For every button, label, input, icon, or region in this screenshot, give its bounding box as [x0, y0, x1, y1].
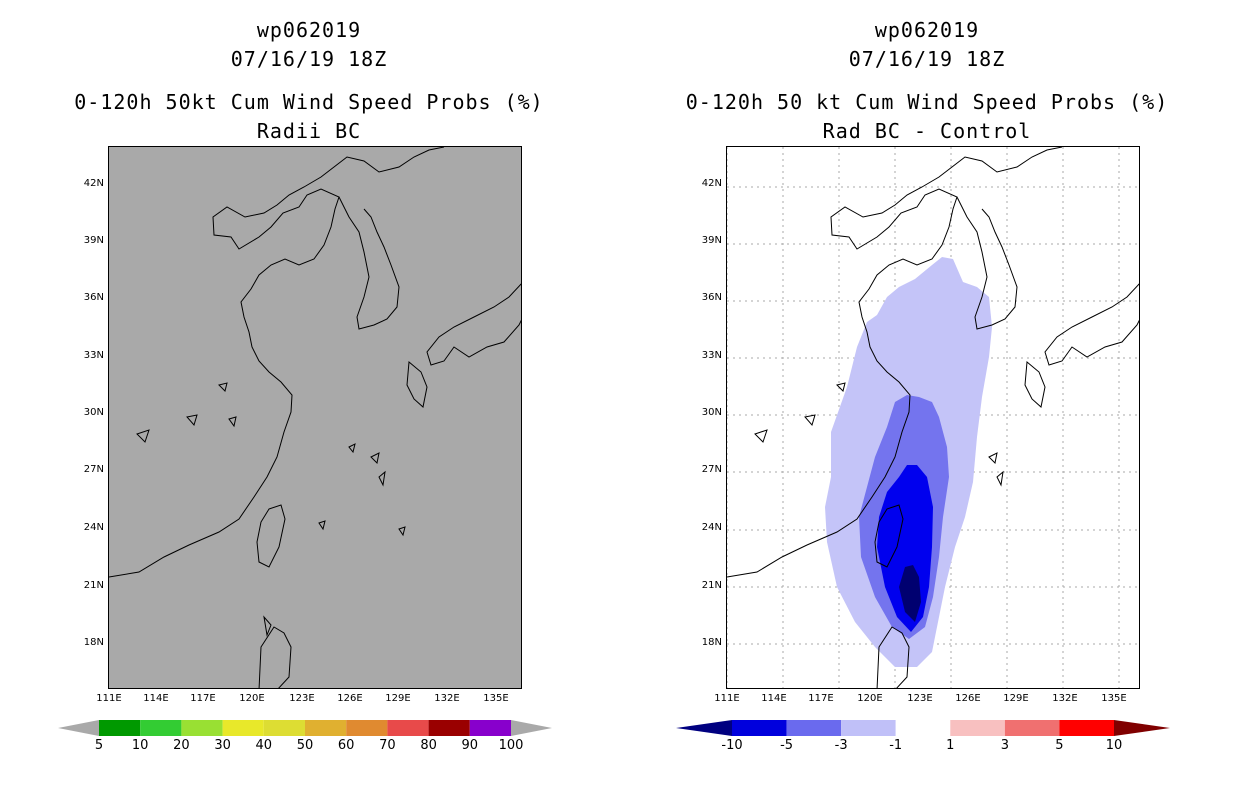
- lon-label: 117E: [190, 693, 216, 704]
- probability-colorbar: [58, 720, 552, 736]
- colorbar-label: 50: [296, 738, 314, 753]
- colorbar-segment: [387, 720, 429, 736]
- colorbar-segment: [950, 720, 1005, 736]
- colorbar-label: 3: [1000, 738, 1009, 753]
- lon-label: 114E: [761, 693, 787, 704]
- colorbar-segment: [1004, 720, 1060, 736]
- colorbar-segment: [99, 720, 141, 736]
- colorbar-segment: [346, 720, 388, 736]
- lon-label: 123E: [289, 693, 315, 704]
- product-title: 0-120h 50 kt Cum Wind Speed Probs (%): [685, 90, 1169, 114]
- difference-colorbar: [676, 720, 1170, 736]
- colorbar-label: 5: [1055, 738, 1064, 753]
- lat-label: 27N: [701, 464, 722, 475]
- lat-label: 42N: [701, 178, 722, 189]
- colorbar-end-triangle: [676, 720, 732, 736]
- colorbar-segment: [428, 720, 470, 736]
- product-title: 0-120h 50kt Cum Wind Speed Probs (%): [74, 90, 544, 114]
- storm-id-title: wp062019: [256, 18, 362, 42]
- colorbar-end-triangle: [511, 720, 552, 736]
- lat-label: 30N: [83, 407, 104, 418]
- lat-label: 27N: [83, 464, 104, 475]
- lon-label: 126E: [337, 693, 363, 704]
- lat-label: 18N: [83, 637, 104, 648]
- lon-label: 129E: [385, 693, 411, 704]
- colorbar-label: 20: [173, 738, 190, 753]
- lat-label: 21N: [701, 580, 722, 591]
- lon-label: 117E: [808, 693, 834, 704]
- colorbar-label: 10: [1105, 738, 1123, 753]
- colorbar-label: 5: [94, 738, 104, 753]
- colorbar-label: 100: [498, 738, 524, 753]
- lon-label: 114E: [143, 693, 169, 704]
- lon-label: 123E: [907, 693, 933, 704]
- probability-map: [108, 146, 522, 689]
- storm-id-title: wp062019: [874, 18, 980, 42]
- lat-label: 18N: [701, 637, 722, 648]
- lat-label: 24N: [83, 522, 104, 533]
- colorbar-segment: [140, 720, 182, 736]
- colorbar-label: -10: [721, 738, 743, 753]
- lon-label: 135E: [1101, 693, 1127, 704]
- colorbar-label: 80: [420, 738, 437, 753]
- lat-label: 33N: [83, 350, 104, 361]
- lat-label: 21N: [83, 580, 104, 591]
- colorbar-segment: [181, 720, 223, 736]
- lat-label: 36N: [701, 292, 722, 303]
- colorbar-segment: [841, 720, 896, 736]
- coastline-layer: [109, 147, 521, 688]
- left-panel: wp062019 07/16/19 18Z 0-120h 50kt Cum Wi…: [58, 18, 552, 753]
- lat-label: 33N: [701, 350, 722, 361]
- colorbar-end-triangle: [1114, 720, 1170, 736]
- colorbar-label: 60: [337, 738, 355, 753]
- lat-label: 39N: [83, 235, 104, 246]
- colorbar-end-triangle: [58, 720, 99, 736]
- colorbar-segment: [469, 720, 511, 736]
- colorbar-segment: [263, 720, 305, 736]
- lat-label: 30N: [701, 407, 722, 418]
- colorbar-label: 1: [946, 738, 955, 753]
- subtitle: Rad BC - Control: [822, 119, 1032, 143]
- colorbar-label: -1: [889, 738, 903, 753]
- lat-label: 36N: [83, 292, 104, 303]
- subtitle: Radii BC: [256, 119, 362, 143]
- lon-label: 135E: [483, 693, 509, 704]
- shade-darkest-region: [899, 565, 921, 622]
- colorbar-label: 30: [214, 738, 231, 753]
- difference-map: [726, 146, 1140, 689]
- lon-label: 132E: [1052, 693, 1078, 704]
- lon-label: 126E: [955, 693, 981, 704]
- lon-label: 132E: [434, 693, 460, 704]
- right-panel: wp062019 07/16/19 18Z 0-120h 50 kt Cum W…: [618, 0, 1236, 800]
- datetime-title: 07/16/19 18Z: [848, 47, 1006, 71]
- colorbar-label: 10: [131, 738, 149, 753]
- colorbar-segment: [222, 720, 264, 736]
- colorbar-label: 90: [461, 738, 479, 753]
- lat-label: 42N: [83, 178, 104, 189]
- colorbar-label: 70: [379, 738, 396, 753]
- colorbar-label: -5: [780, 738, 794, 753]
- lat-label: 24N: [701, 522, 722, 533]
- lon-label: 120E: [239, 693, 265, 704]
- colorbar-segment: [786, 720, 842, 736]
- difference-layer: [727, 147, 1139, 688]
- colorbar-label: -3: [834, 738, 848, 753]
- lon-label: 129E: [1003, 693, 1029, 704]
- colorbar-segment: [1059, 720, 1114, 736]
- colorbar-segment: [732, 720, 787, 736]
- lon-label: 111E: [714, 693, 740, 704]
- lon-label: 111E: [96, 693, 122, 704]
- colorbar-segment: [895, 720, 951, 736]
- lon-label: 120E: [857, 693, 883, 704]
- lat-label: 39N: [701, 235, 722, 246]
- colorbar-segment: [305, 720, 347, 736]
- colorbar-label: 40: [255, 738, 273, 753]
- datetime-title: 07/16/19 18Z: [230, 47, 388, 71]
